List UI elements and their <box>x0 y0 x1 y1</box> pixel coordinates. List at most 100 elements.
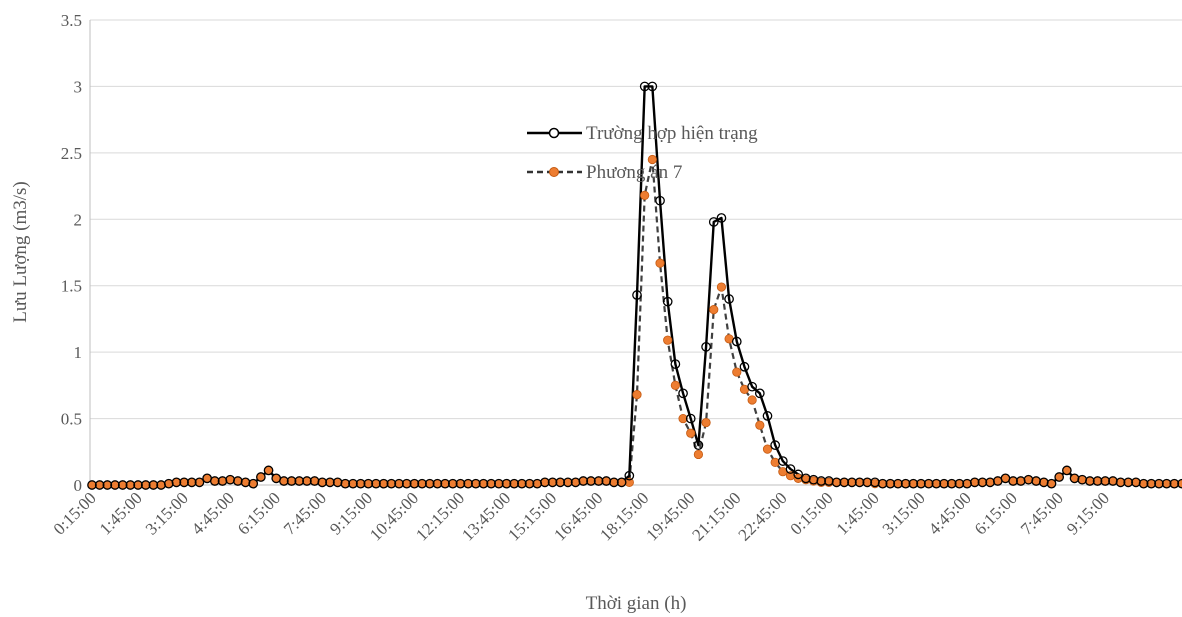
data-point <box>923 478 934 489</box>
legend-label-series-2: Phương án 7 <box>586 162 682 183</box>
data-point <box>670 359 681 369</box>
x-tick-label: 3:15:00 <box>879 488 929 538</box>
data-point <box>640 190 650 200</box>
x-tick-label: 4:45:00 <box>925 488 975 538</box>
data-point <box>394 478 404 489</box>
data-point <box>578 476 589 486</box>
y-tick-label: 3 <box>74 77 83 96</box>
data-point <box>724 294 734 304</box>
x-tick-label: 7:45:00 <box>280 488 330 538</box>
series-layer <box>87 81 1182 490</box>
x-tick-label: 6:15:00 <box>971 488 1021 538</box>
data-point <box>747 381 757 392</box>
x-tick-label: 15:15:00 <box>504 488 560 544</box>
data-point <box>655 258 665 268</box>
data-point <box>709 305 719 315</box>
data-point <box>847 477 857 488</box>
data-point <box>1177 478 1182 489</box>
data-point <box>470 478 481 489</box>
x-tick-label: 0:15:00 <box>787 488 837 538</box>
data-point <box>524 478 535 489</box>
data-point <box>94 480 105 490</box>
data-point <box>1054 472 1065 482</box>
data-point <box>716 282 727 292</box>
data-point <box>517 478 527 489</box>
data-point <box>731 336 742 347</box>
x-tick-label: 0:15:00 <box>50 488 100 538</box>
data-point <box>110 480 120 490</box>
data-point <box>839 477 850 488</box>
data-point <box>486 478 496 489</box>
data-point <box>1008 476 1018 486</box>
x-tick-label: 4:45:00 <box>188 488 238 538</box>
data-point <box>340 478 351 489</box>
data-point <box>686 428 696 438</box>
data-point <box>440 478 450 489</box>
data-point <box>1046 478 1057 489</box>
data-point <box>348 478 358 489</box>
data-point <box>939 478 949 489</box>
data-point <box>186 477 197 488</box>
data-point <box>785 464 796 474</box>
data-point <box>501 478 512 489</box>
data-point <box>209 476 220 486</box>
x-tick-label: 13:45:00 <box>458 488 514 544</box>
data-point <box>125 480 136 490</box>
axes <box>89 20 1182 486</box>
data-point <box>701 341 711 352</box>
data-point <box>148 480 159 490</box>
x-tick-label: 10:45:00 <box>366 488 422 544</box>
data-point <box>862 477 873 488</box>
data-point <box>194 477 205 488</box>
y-tick-label: 1 <box>74 343 83 362</box>
data-point <box>586 476 596 486</box>
y-tick-label: 0.5 <box>61 410 82 429</box>
legend: Trường hợp hiện trạng Phương án 7 <box>527 123 758 183</box>
data-point <box>1100 476 1111 486</box>
x-tick-label: 16:45:00 <box>550 488 606 544</box>
gridlines <box>90 19 1182 420</box>
legend-marker-series-2 <box>549 167 559 177</box>
data-point <box>171 477 182 488</box>
data-point <box>678 413 688 424</box>
data-point <box>1161 478 1172 489</box>
data-point <box>931 478 942 489</box>
data-point <box>793 469 804 480</box>
data-point <box>463 478 473 489</box>
legend-label-series-1: Trường hợp hiện trạng <box>586 123 758 144</box>
data-point <box>1123 477 1134 488</box>
tick-labels: 00.511.522.533.50:15:001:45:003:15:004:4… <box>50 11 1113 545</box>
data-point <box>739 361 750 372</box>
series-markers-1 <box>87 81 1182 490</box>
data-point <box>831 477 842 488</box>
data-point <box>685 413 696 424</box>
data-point <box>355 478 366 489</box>
data-point <box>509 478 520 489</box>
data-point <box>378 478 389 489</box>
data-point <box>256 472 266 482</box>
data-point <box>409 478 420 489</box>
data-point <box>447 478 458 489</box>
data-point <box>900 478 911 489</box>
data-point <box>916 478 926 489</box>
data-point <box>762 444 773 454</box>
data-point <box>455 478 466 489</box>
data-point <box>747 395 757 405</box>
y-tick-label: 2.5 <box>61 144 82 163</box>
x-tick-label: 19:45:00 <box>642 488 698 544</box>
data-point <box>424 478 435 489</box>
data-point <box>593 476 604 486</box>
data-point <box>117 480 128 490</box>
data-point <box>663 335 673 345</box>
x-tick-label: 18:15:00 <box>596 488 652 544</box>
data-point <box>770 457 780 468</box>
data-point <box>325 477 335 488</box>
data-point <box>363 478 374 489</box>
data-point <box>777 456 788 466</box>
legend-item-series-2: Phương án 7 <box>527 162 682 183</box>
data-point <box>632 290 642 300</box>
data-point <box>1138 478 1149 489</box>
data-point <box>179 477 189 488</box>
